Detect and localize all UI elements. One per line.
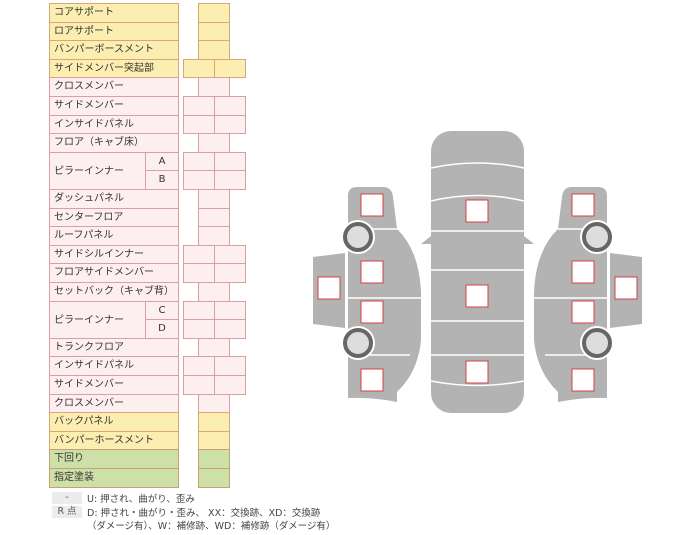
value-cell-right [214, 170, 246, 190]
value-cell-right [214, 115, 246, 134]
value-cell-right [214, 263, 246, 283]
legend-badge-dash: - [52, 492, 82, 504]
value-cell-right [214, 375, 246, 395]
legend-line-2: D: 押され・曲がり・歪み、 XX：交換跡、XD：交換跡 [87, 508, 321, 519]
row-label: ピラーインナー [49, 301, 146, 339]
row-label: ピラーインナー [49, 152, 146, 190]
value-cell-right [214, 319, 246, 339]
right-side-view [530, 185, 644, 404]
left-side-view [311, 185, 425, 404]
value-cell [198, 468, 230, 488]
top-view [421, 131, 534, 413]
row-label: 指定塗装 [49, 468, 179, 488]
legend-line-3: （ダメージ有）、W：補修跡、WD：補修跡（ダメージ有） [87, 521, 336, 532]
legend-badge-r: R 点 [52, 506, 82, 518]
legend-line-1: U: 押され、曲がり、歪み [87, 494, 195, 505]
value-cell-right [214, 59, 246, 78]
